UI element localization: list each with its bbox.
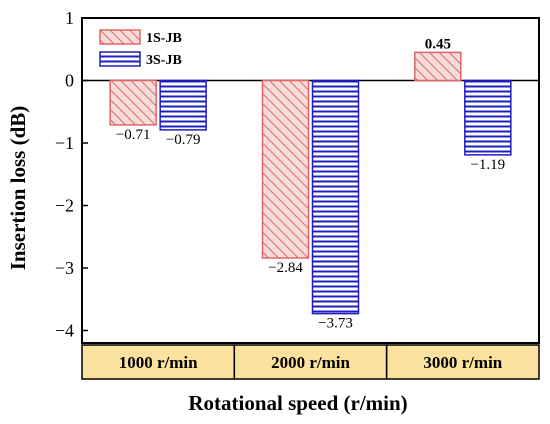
category-label: 1000 r/min <box>119 353 198 372</box>
legend-swatch-3s-jb <box>99 51 141 67</box>
y-tick-label: −3 <box>55 258 74 278</box>
legend-label: 3S-JB <box>146 53 182 68</box>
bar-3s-jb-3 <box>464 79 512 156</box>
category-label: 2000 r/min <box>271 353 350 372</box>
data-label: −2.84 <box>268 260 303 276</box>
bar-3s-jb-1 <box>159 79 207 131</box>
category-label: 3000 r/min <box>423 353 502 372</box>
y-tick-label: 0 <box>65 71 74 91</box>
y-tick-label: −4 <box>55 321 74 341</box>
data-label: −1.19 <box>470 157 505 173</box>
legend-swatch-1s-jb <box>99 29 141 45</box>
bars <box>109 51 512 315</box>
y-tick-label: −2 <box>55 196 74 216</box>
category-box <box>385 344 540 380</box>
y-axis-ticks: 1 0 −1 −2 −3 −4 <box>55 8 88 341</box>
data-label: 0.45 <box>425 36 451 52</box>
bar-labels: −0.71 −2.84 0.45 −0.79 −3.73 −1.19 <box>116 36 505 331</box>
category-boxes: 1000 r/min 2000 r/min 3000 r/min <box>81 344 540 380</box>
y-tick-label: 1 <box>65 8 74 28</box>
bar-1s-jb-2 <box>261 79 310 259</box>
plot-area <box>81 17 540 344</box>
legend-label: 1S-JB <box>146 31 182 46</box>
bar-3s-jb-2 <box>311 79 360 315</box>
bar-1s-jb-1 <box>109 79 157 126</box>
y-axis-title: Insertion loss (dB) <box>6 106 30 271</box>
data-label: −3.73 <box>318 316 353 332</box>
plot-frame <box>81 17 540 344</box>
x-axis-title: Rotational speed (r/min) <box>188 391 407 415</box>
bar-1s-jb-3 <box>414 51 462 82</box>
data-label: −0.71 <box>116 127 151 143</box>
y-tick-label: −1 <box>55 133 74 153</box>
data-label: −0.79 <box>166 132 201 148</box>
legend: 1S-JB 3S-JB <box>99 29 182 68</box>
